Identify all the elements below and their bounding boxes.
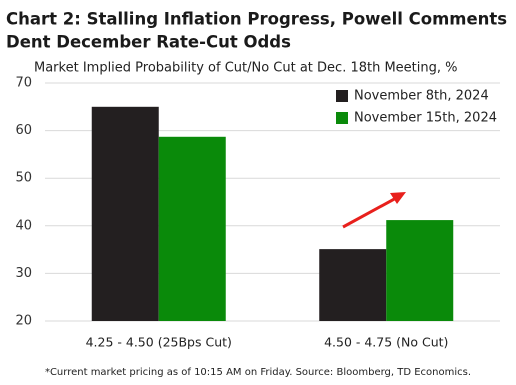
legend-swatch [336,112,348,124]
x-tick-label: 4.50 - 4.75 (No Cut) [324,335,448,350]
y-tick-label: 70 [15,76,32,91]
footnote: *Current market pricing as of 10:15 AM o… [45,367,471,378]
chart-title: Chart 2: Stalling Inflation Progress, Po… [6,10,507,29]
annotation-arrow [342,192,406,229]
bar [158,136,226,321]
y-tick-label: 60 [15,123,32,138]
y-tick-label: 50 [15,171,32,186]
legend-swatch [336,90,348,102]
arrow-shaft [342,195,399,229]
legend-label: November 8th, 2024 [354,89,489,104]
x-tick-label: 4.25 - 4.50 (25Bps Cut) [86,335,232,350]
plot: 20 30 40 50 60 70 4.25 - 4.50 (25Bps Cut) 4.50 … [15,76,500,350]
bar [91,106,159,321]
legend-label: November 15th, 2024 [354,111,497,126]
y-tick-label: 30 [15,266,32,281]
arrow-head [390,192,406,204]
bar [319,249,387,321]
chart-title: Dent December Rate-Cut Odds [6,33,291,52]
bar [386,220,454,321]
chart-subtitle: Market Implied Probability of Cut/No Cut… [34,61,458,76]
y-tick-label: 40 [15,218,32,233]
y-tick-label: 20 [15,314,32,329]
